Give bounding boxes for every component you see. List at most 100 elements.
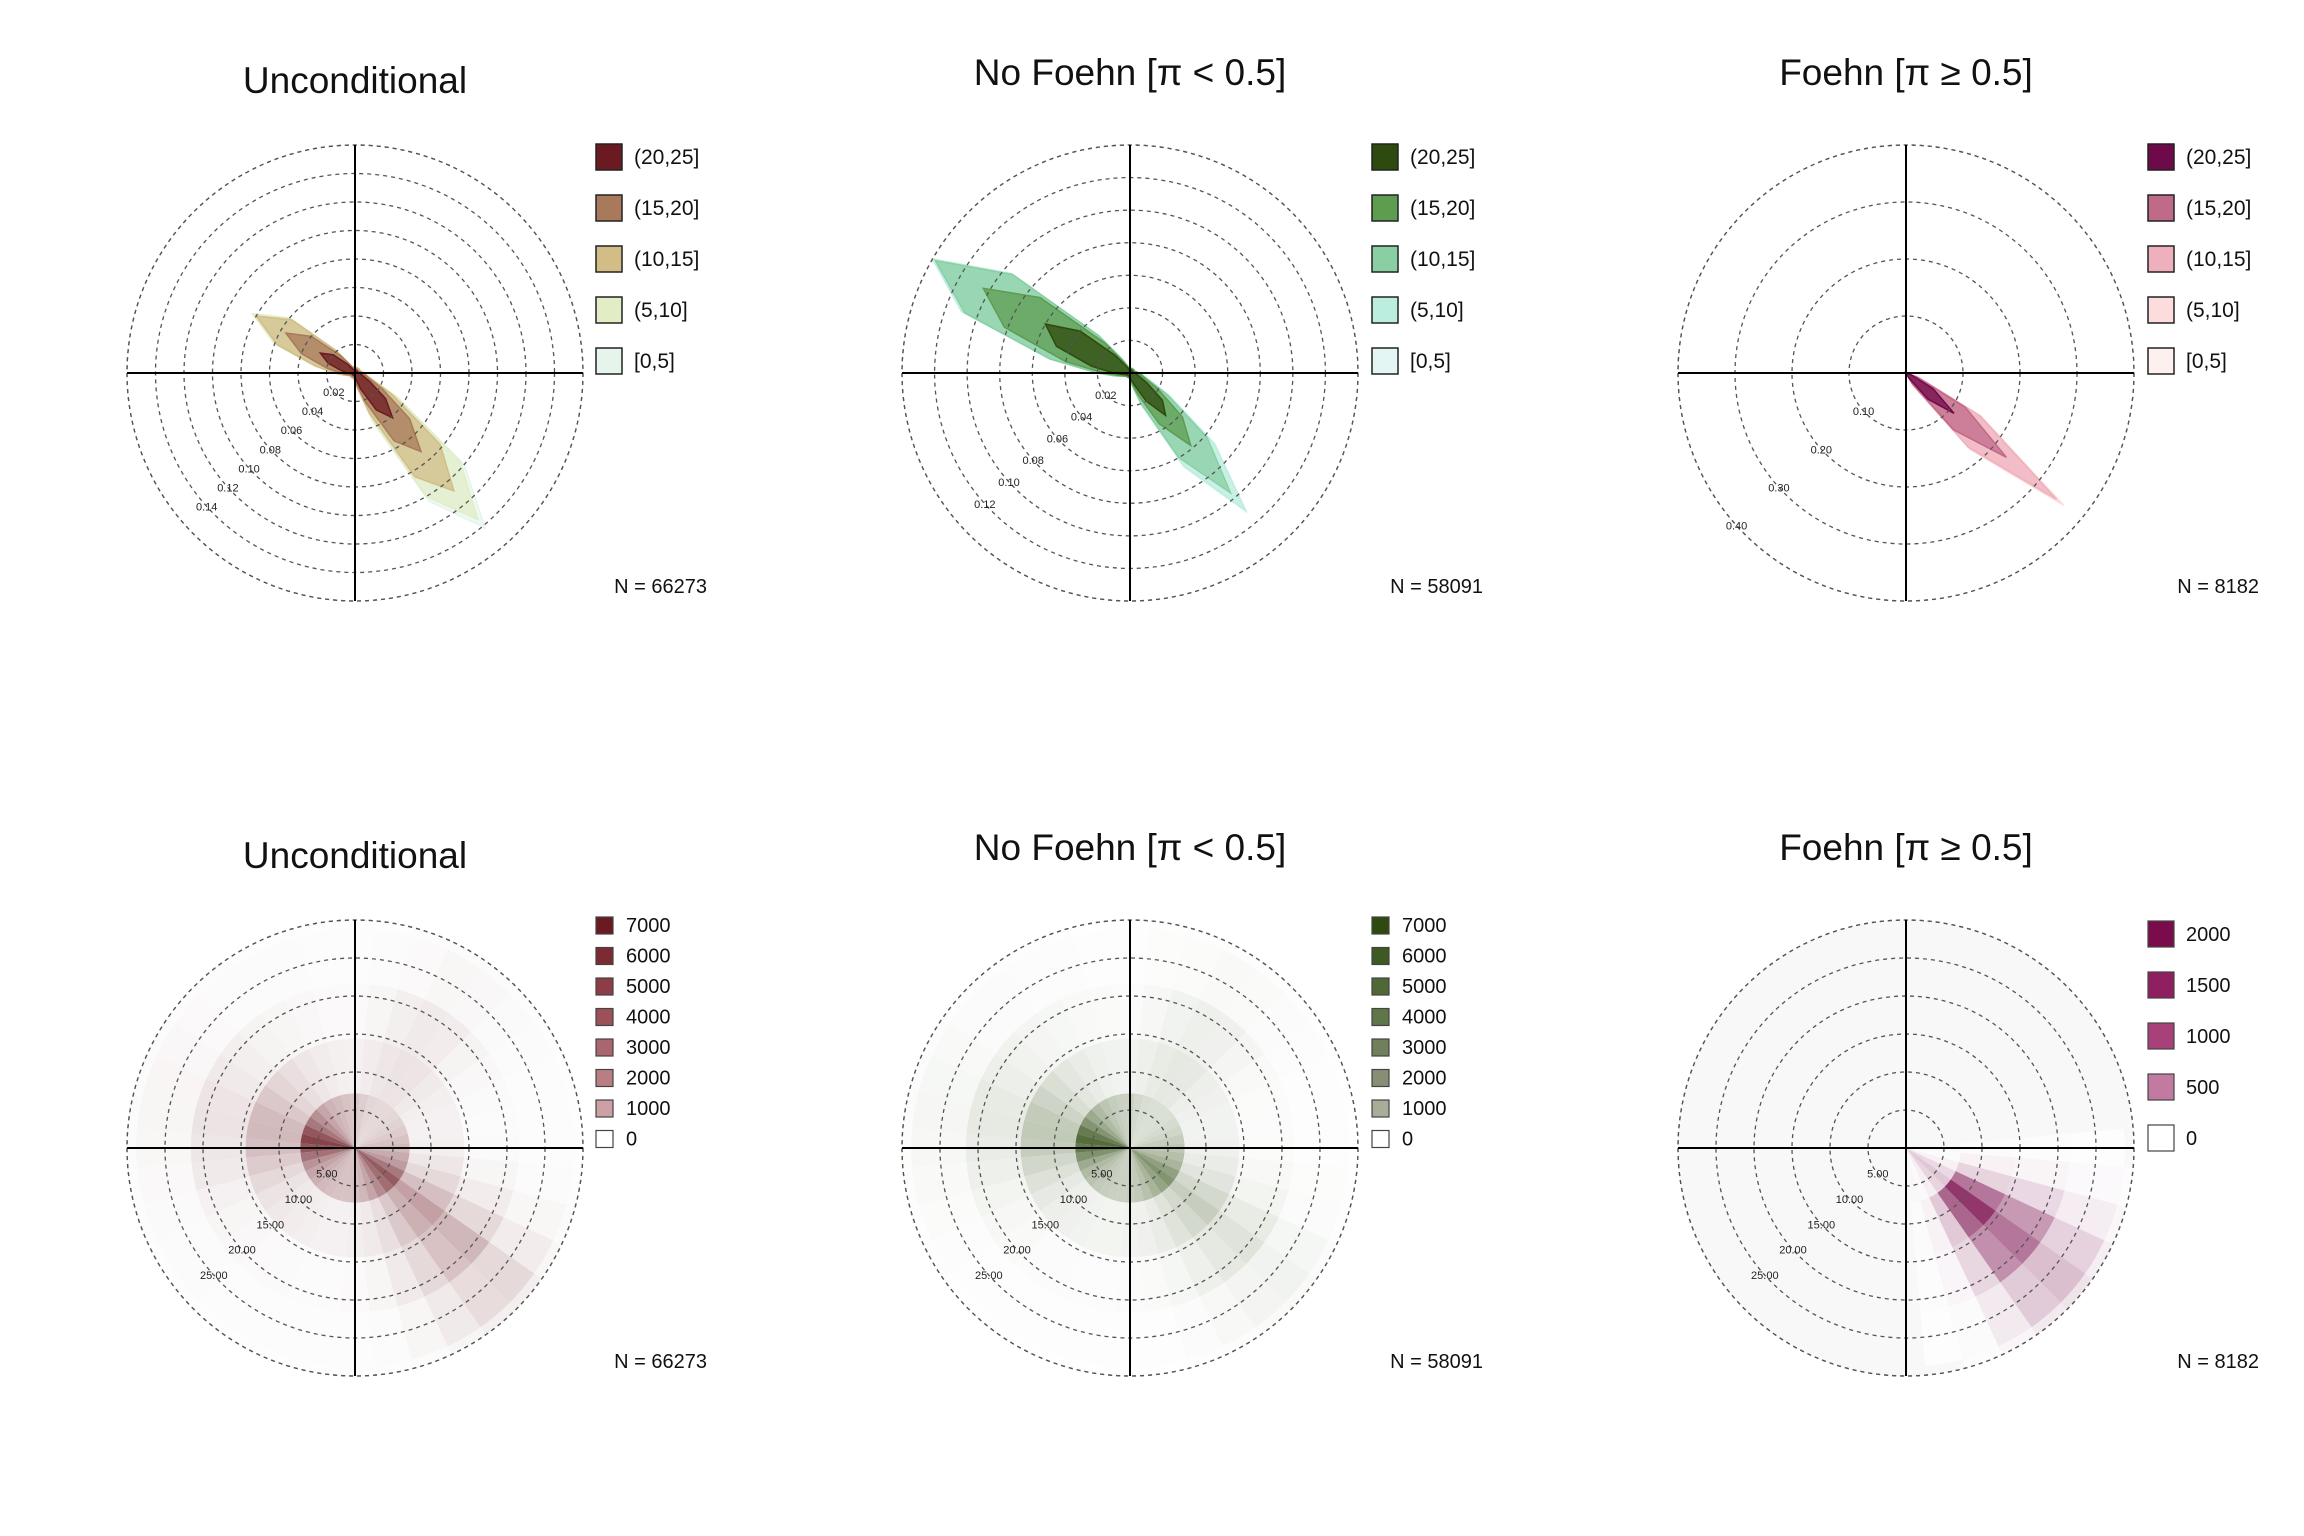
legend-label: (20,25] [634, 146, 699, 169]
heat-cell [981, 1194, 1041, 1243]
heat-cell [1040, 1179, 1092, 1226]
heat-cell [220, 1031, 278, 1086]
heat-cell [148, 1017, 176, 1056]
heat-cell [454, 1176, 514, 1218]
heat-cell [369, 1197, 402, 1254]
heat-cell [127, 1088, 144, 1129]
heat-cell [355, 1095, 379, 1148]
legend-label: (10,15] [1410, 248, 1475, 271]
heat-cell [220, 1210, 278, 1265]
heat-cell [1080, 1116, 1130, 1148]
legend-swatch [1371, 1099, 1390, 1118]
legend-label: 5000 [626, 976, 671, 998]
heat-cell [374, 1359, 415, 1376]
heat-cell [359, 1038, 384, 1096]
heat-cell [432, 1210, 490, 1265]
heat-cell [206, 1194, 266, 1243]
heat-cell [397, 936, 448, 1000]
legend-swatch [595, 916, 614, 935]
legend-swatch [1371, 1129, 1390, 1149]
legend-label: 2000 [2186, 924, 2231, 946]
heat-cell [168, 1273, 201, 1310]
legend-swatch [1371, 143, 1399, 171]
heat-cell [1174, 1171, 1230, 1211]
radial-tick-label: 0.20 [1811, 444, 1832, 456]
heat-cell [1168, 1070, 1220, 1117]
heat-cell [411, 927, 452, 950]
heat-cell [1255, 961, 1292, 994]
legend-label: 500 [2186, 1077, 2219, 1099]
heat-cell [1161, 1186, 1208, 1238]
panel-title: No Foehn [π < 0.5] [974, 827, 1286, 868]
heat-cell [1161, 1058, 1208, 1110]
heat-cell [355, 1148, 370, 1203]
heat-cell [1278, 1055, 1342, 1106]
heat-cell [1130, 1148, 1180, 1180]
radial-tick-label: 25.00 [200, 1270, 228, 1282]
heat-cell [902, 1167, 919, 1208]
heat-cell [393, 1179, 445, 1226]
heat-cell [378, 1048, 418, 1104]
radial-tick-label: 0.06 [281, 425, 302, 437]
legend-swatch [2147, 143, 2175, 171]
legend-swatch [595, 977, 614, 996]
heat-cell [975, 1264, 1036, 1328]
heat-cell [340, 1093, 355, 1148]
legend-swatch [1371, 916, 1390, 935]
heat-cell [1229, 1176, 1289, 1218]
heat-cell [1052, 1186, 1099, 1238]
heat-cell [1937, 1186, 1984, 1238]
heat-cell [1920, 1306, 1963, 1367]
panel-5: No Foehn [π < 0.5] 5.00 10.00 15.00 20.00 25.… [901, 827, 1483, 1377]
sample-size-label: N = 8182 [2177, 576, 2259, 598]
heat-cell [454, 1078, 514, 1120]
heat-cell [1920, 1197, 1953, 1254]
heat-cell [1186, 1346, 1227, 1369]
heat-cell [553, 1204, 576, 1245]
heat-cell [909, 1204, 932, 1245]
heat-cell [1149, 920, 1190, 937]
heat-cell [968, 961, 1005, 994]
heat-cell [449, 1264, 510, 1328]
heat-cell [1067, 1192, 1107, 1248]
heat-cell [1983, 1210, 2041, 1265]
heat-cell [1106, 1148, 1130, 1201]
heat-cell [1153, 1192, 1193, 1248]
heat-cell [471, 993, 535, 1054]
radial-tick-label: 20.00 [228, 1245, 256, 1257]
heat-cell [1222, 941, 1261, 969]
radial-tick-label: 25.00 [975, 1270, 1003, 1282]
heat-cell [1024, 1162, 1081, 1195]
heat-cell [1284, 986, 1317, 1023]
heat-cell [1087, 984, 1121, 1043]
heat-cell [1013, 1013, 1068, 1071]
heat-cell [2022, 1242, 2086, 1303]
radial-tick-label: 10.00 [1836, 1194, 1864, 1206]
heat-cell [1328, 1051, 1351, 1092]
heat-cell [399, 1171, 455, 1211]
heat-cell [1906, 1148, 1959, 1172]
heat-cell [1130, 1093, 1145, 1148]
heat-cell [1906, 1148, 1938, 1198]
heat-cell [1219, 1053, 1279, 1102]
heat-cell [553, 1051, 576, 1092]
heat-cell [432, 1031, 490, 1086]
heat-cell [1278, 1190, 1342, 1241]
heat-cell [1087, 1253, 1121, 1312]
heat-cell [1033, 927, 1074, 950]
heat-cell [331, 1148, 355, 1201]
heat-cell [2085, 1240, 2113, 1279]
legend-label: 1000 [626, 1098, 671, 1120]
heat-cell [1080, 1148, 1130, 1180]
heat-cell [262, 1296, 313, 1360]
heat-cell [2060, 1273, 2093, 1310]
legend-swatch [1371, 977, 1390, 996]
heat-cell [1077, 1148, 1130, 1172]
legend-label: 6000 [626, 946, 671, 968]
heat-cell [200, 968, 261, 1032]
heat-cell [489, 1022, 554, 1079]
legend-label: [0,5] [1410, 350, 1451, 373]
heat-cell [1192, 1013, 1247, 1071]
heat-cell [312, 1253, 346, 1312]
heat-cell [326, 1200, 351, 1258]
